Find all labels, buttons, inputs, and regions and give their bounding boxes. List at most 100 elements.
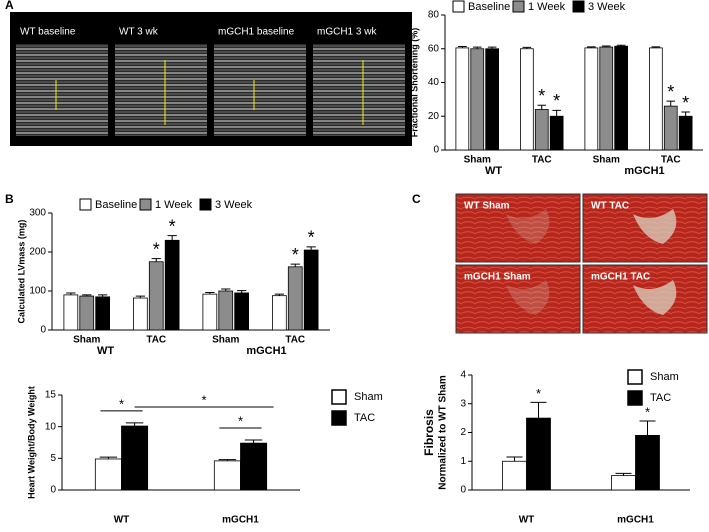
panel-label: C — [412, 192, 421, 206]
significance: * — [645, 404, 650, 419]
echo-label: mGCH1 3 wk — [317, 27, 377, 38]
bar — [678, 115, 693, 151]
echo-label: mGCH1 baseline — [218, 27, 295, 38]
y-tick-label: 0 — [460, 485, 466, 496]
echo-image — [16, 44, 108, 136]
significance: * — [538, 86, 545, 106]
error-bar — [666, 100, 676, 107]
bar — [485, 48, 500, 151]
y-axis-label: Heart Weight/Body Weight — [26, 386, 36, 499]
y-tick-label: 60 — [428, 43, 440, 54]
y-tick-label: 80 — [428, 10, 440, 21]
legend-label: Baseline — [468, 1, 510, 13]
error-bar — [274, 293, 284, 296]
legend-label: 1 Week — [155, 199, 193, 211]
legend-swatch — [512, 0, 525, 13]
bar — [234, 292, 249, 331]
legend-label: Sham — [354, 391, 383, 403]
panel-label: A — [5, 0, 14, 12]
error-bar — [167, 235, 177, 241]
y-axis-label: Fibrosis — [422, 409, 436, 456]
significance: * — [119, 396, 124, 411]
y-tick-label: 5 — [50, 453, 56, 464]
significance: * — [536, 386, 541, 401]
error-bar — [135, 295, 145, 299]
bar — [520, 48, 534, 151]
significance: * — [667, 82, 674, 102]
bar — [549, 115, 564, 151]
error-bar — [522, 46, 532, 49]
bar — [148, 261, 164, 331]
legend-swatch — [331, 389, 347, 405]
error-bar — [66, 292, 76, 295]
x-tick-label: mGCH1 — [222, 515, 259, 526]
bar — [240, 442, 268, 491]
bar — [218, 290, 234, 331]
y-tick-label: 40 — [428, 77, 440, 88]
significance: * — [202, 392, 207, 407]
x-tick-label: WT — [114, 515, 130, 526]
bar — [614, 45, 629, 151]
error-bar — [237, 290, 247, 293]
significance: * — [553, 91, 560, 111]
legend-swatch — [627, 390, 643, 406]
bar — [599, 46, 614, 151]
y-tick-label: 0 — [433, 145, 439, 156]
y-tick-label: 3 — [460, 398, 466, 409]
significance: * — [153, 239, 160, 259]
histology-label: WT Sham — [464, 201, 510, 212]
error-bar — [306, 246, 316, 251]
y-axis-label: Calculated LVmass (mg) — [16, 220, 26, 324]
group-label: mGCH1 — [246, 345, 286, 357]
x-tick-label: mGCH1 — [617, 515, 654, 526]
x-tick-label: Sham — [593, 155, 620, 166]
error-bar — [99, 456, 118, 459]
fibrosis-patch — [633, 280, 677, 315]
legend-label: 1 Week — [528, 1, 566, 13]
fibrosis-patch — [506, 280, 550, 315]
histology-image — [455, 193, 581, 263]
echo-label: WT 3 wk — [119, 27, 159, 38]
legend-label: TAC — [354, 412, 375, 424]
echo-image — [115, 44, 207, 136]
error-bar — [487, 46, 497, 49]
x-tick-label: TAC — [532, 155, 552, 166]
error-bar — [458, 46, 467, 48]
bar — [470, 48, 485, 151]
bar — [202, 293, 218, 331]
significance: * — [308, 228, 315, 248]
echo-image — [214, 44, 306, 136]
bar — [635, 434, 660, 491]
y-tick-label: 4 — [460, 370, 466, 381]
fibrosis-patch — [633, 209, 677, 244]
legend-label: Sham — [650, 371, 679, 383]
bar — [79, 295, 95, 331]
significance: * — [292, 245, 299, 265]
bar — [611, 475, 636, 491]
legend-swatch — [139, 198, 152, 211]
y-tick-label: 2 — [460, 427, 466, 438]
error-bar — [601, 45, 611, 48]
histology-label: WT TAC — [591, 201, 629, 212]
error-bar — [82, 294, 92, 297]
legend-swatch — [331, 410, 347, 426]
error-bar — [205, 292, 215, 295]
error-bar — [218, 459, 237, 461]
histology-image — [455, 264, 581, 334]
bar — [63, 294, 79, 331]
y-tick-label: 0 — [40, 325, 46, 336]
error-bar — [537, 104, 547, 110]
legend-swatch — [572, 0, 585, 13]
error-bar — [681, 111, 690, 117]
error-bar — [615, 472, 632, 476]
echo-image — [313, 44, 405, 136]
error-bar — [244, 439, 263, 444]
bar — [94, 458, 122, 491]
error-bar — [98, 294, 108, 297]
error-bar — [651, 46, 661, 48]
bar — [455, 47, 470, 151]
legend-swatch — [79, 198, 92, 211]
legend-label: Baseline — [95, 199, 137, 211]
bar — [526, 417, 551, 491]
y-tick-label: 200 — [29, 247, 46, 258]
